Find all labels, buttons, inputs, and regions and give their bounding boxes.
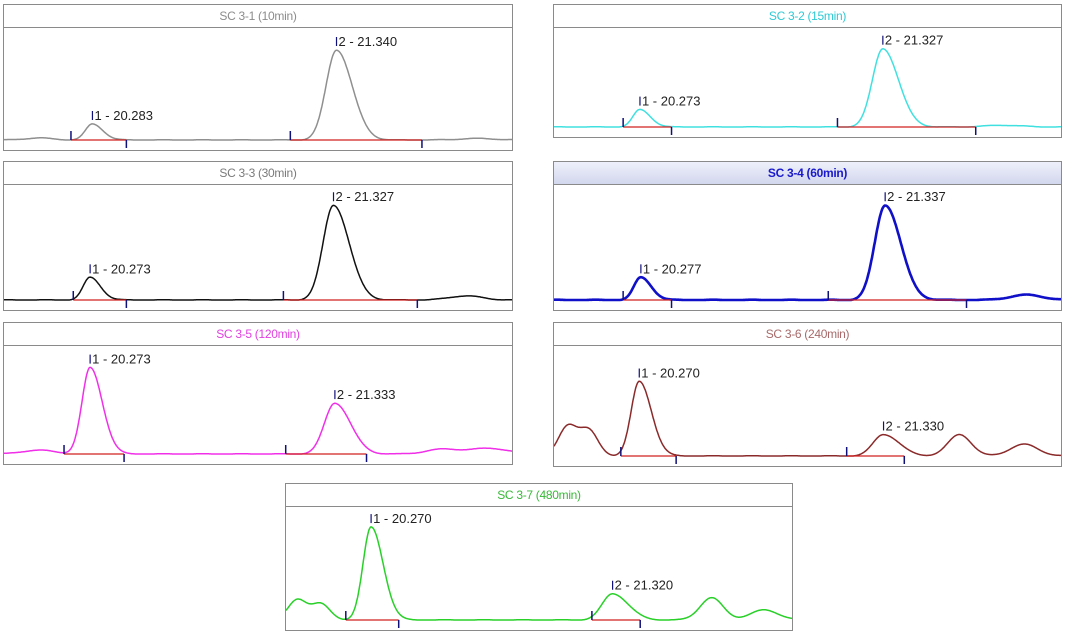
trace-line [554,204,1061,302]
peak-label: 2 - 21.333 [337,387,396,402]
trace-line [4,204,512,301]
chromatogram-panel-sc3-3: SC 3-3 (30min) 1 - 20.273 2 - 21.327 [3,161,513,311]
peak-label: 1 - 20.283 [94,108,153,123]
chromatogram-plot: 1 - 20.270 2 - 21.320 [286,511,792,628]
chromatogram-panel-sc3-5: SC 3-5 (120min) 1 - 20.273 2 - 21.333 [3,322,513,465]
chromatogram-plot: 1 - 20.273 2 - 21.333 [4,352,512,462]
peak-label: 2 - 21.337 [887,189,946,204]
peak-label: 2 - 21.330 [886,418,945,433]
peak-label: 1 - 20.270 [641,366,700,381]
panel-title: SC 3-7 (480min) [286,484,792,507]
peak-label: 1 - 20.273 [642,94,701,109]
peak-label: 1 - 20.270 [373,511,432,526]
chromatogram-plot: 1 - 20.273 2 - 21.327 [4,189,512,308]
chromatogram-plot: 1 - 20.277 2 - 21.337 [554,189,1061,308]
chromatogram-panel-sc3-6: SC 3-6 (240min) 1 - 20.270 2 - 21.330 [553,322,1062,467]
chromatogram-plot: 1 - 20.270 2 - 21.330 [554,366,1061,464]
chromatogram-panel-sc3-2: SC 3-2 (15min) 1 - 20.273 2 - 21.327 [553,4,1062,138]
panel-title: SC 3-3 (30min) [4,162,512,185]
trace-line [286,526,792,621]
panel-title: SC 3-6 (240min) [554,323,1061,346]
chromatogram-panel-sc3-1: SC 3-1 (10min) 1 - 20.283 2 - 21.340 [3,4,513,151]
trace-line [554,380,1061,457]
peak-label: 1 - 20.277 [643,261,702,276]
chromatogram-panel-sc3-4: SC 3-4 (60min) 1 - 20.277 2 - 21.337 [553,161,1062,311]
peak-label: 1 - 20.273 [92,352,151,367]
trace-line [4,366,512,455]
chromatogram-plot: 1 - 20.273 2 - 21.327 [554,33,1061,135]
panel-title: SC 3-4 (60min) [554,162,1061,185]
peak-label: 1 - 20.273 [92,261,151,276]
chromatogram-panel-sc3-7: SC 3-7 (480min) 1 - 20.270 2 - 21.320 [285,483,793,631]
peak-label: 2 - 21.340 [339,34,398,49]
chromatogram-plot: 1 - 20.283 2 - 21.340 [4,34,512,148]
peak-label: 2 - 21.327 [336,189,395,204]
panel-title: SC 3-5 (120min) [4,323,512,346]
trace-line [4,49,512,141]
peak-label: 2 - 21.327 [885,33,944,48]
panel-title: SC 3-1 (10min) [4,5,512,28]
trace-line [554,48,1061,128]
peak-label: 2 - 21.320 [615,578,674,593]
panel-title: SC 3-2 (15min) [554,5,1061,28]
